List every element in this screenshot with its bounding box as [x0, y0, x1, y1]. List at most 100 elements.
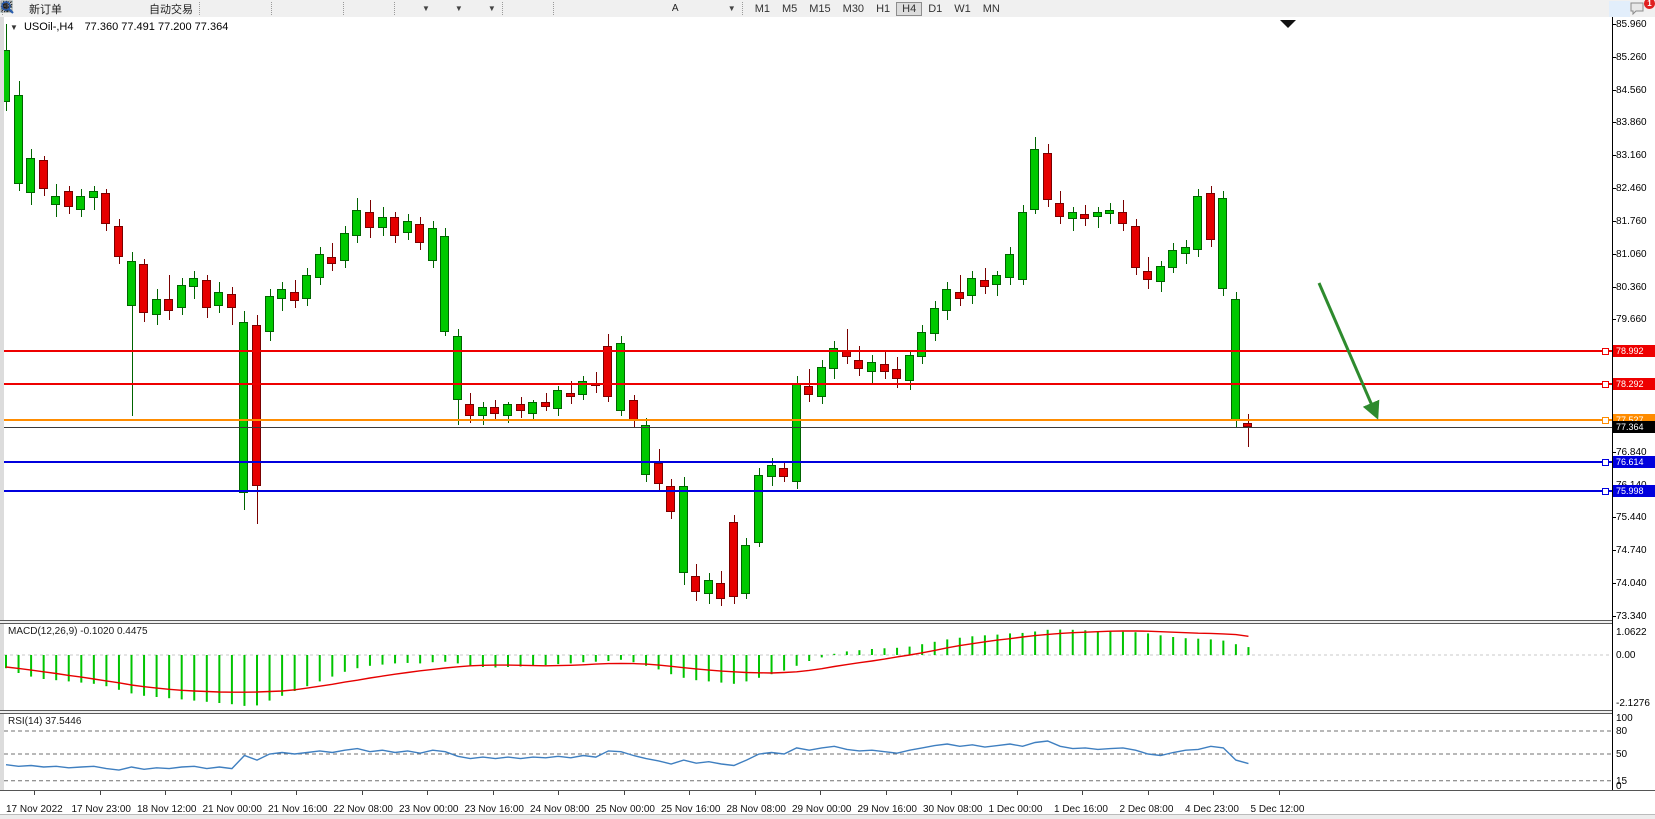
time-axis-label: 25 Nov 00:00 — [595, 804, 656, 815]
cursor-tool-button[interactable] — [3, 1, 530, 17]
collapse-ohlc-icon[interactable]: ▼ — [10, 23, 18, 32]
notification-badge: 1 — [1644, 0, 1655, 9]
zoom-out-icon — [1, 1, 316, 15]
time-tick-mark — [754, 791, 756, 795]
line-handle[interactable] — [1602, 380, 1609, 388]
macd-histogram-bar — [356, 655, 359, 669]
price-tick-mark — [1612, 155, 1616, 157]
timeframe-h4[interactable]: H4 — [896, 1, 923, 16]
label-tool[interactable]: T — [0, 0, 707, 17]
price-tick-mark — [1612, 220, 1616, 222]
time-tick-mark — [885, 791, 887, 795]
macd-histogram-bar — [143, 655, 146, 696]
bar-chart-button[interactable] — [2, 1, 227, 17]
candlestick-chart-icon — [2, 1, 244, 15]
text-tool[interactable]: A — [665, 1, 686, 17]
timeframe-m15[interactable]: M15 — [809, 2, 831, 15]
price-tick-label: 81.760 — [1616, 215, 1647, 227]
macd-histogram-bar — [833, 653, 836, 655]
time-tick-mark — [1278, 791, 1280, 795]
macd-histogram-bar — [569, 655, 572, 664]
price-chart-pane[interactable]: ▼ USOil-,H4 77.360 77.491 77.200 77.364 — [4, 17, 1612, 620]
macd-histogram-bar — [820, 655, 823, 658]
signal-button[interactable] — [1, 1, 129, 17]
macd-histogram-bar — [783, 655, 786, 671]
line-chart-button[interactable] — [0, 1, 269, 17]
toolbar-grip[interactable] — [343, 2, 348, 15]
crosshair-icon — [1, 1, 547, 15]
pane-separator[interactable] — [0, 620, 1655, 624]
toolbar-grip[interactable] — [271, 2, 276, 15]
macd-histogram-bar — [532, 655, 535, 666]
horizontal-line-object[interactable] — [4, 382, 1612, 385]
macd-histogram-bar — [306, 655, 309, 687]
line-handle[interactable] — [1602, 416, 1609, 424]
candlestick-chart-button[interactable] — [2, 1, 248, 17]
price-tick-label: 79.660 — [1616, 314, 1647, 326]
search-button[interactable] — [1, 0, 1630, 17]
toolbar-grip[interactable] — [552, 2, 558, 15]
macd-histogram-bar — [971, 636, 974, 655]
tile-windows-button[interactable] — [1, 1, 341, 17]
templates-button[interactable]: ▼ — [0, 0, 500, 17]
new-order-icon — [0, 0, 26, 15]
current-price-line[interactable] — [4, 426, 1612, 428]
timeframe-m30[interactable]: M30 — [842, 2, 865, 15]
line-handle[interactable] — [1602, 488, 1609, 496]
macd-histogram-bar — [218, 655, 221, 703]
line-handle[interactable] — [1602, 347, 1609, 355]
deposit-button[interactable] — [1, 0, 87, 17]
periods-button[interactable]: ▼ — [1, 1, 467, 17]
notifications-button[interactable]: 1 — [1630, 0, 1655, 17]
timeframe-m1[interactable]: M1 — [754, 2, 770, 15]
toolbar-grip[interactable] — [199, 2, 204, 15]
timeframe-mn[interactable]: MN — [982, 2, 1000, 15]
time-axis-label: 1 Dec 00:00 — [988, 804, 1043, 815]
toolbar-grip[interactable] — [394, 2, 399, 15]
crosshair-tool-button[interactable] — [1, 1, 551, 17]
arrows-tool[interactable]: ▼ — [1, 1, 740, 17]
vertical-line-tool[interactable] — [6, 1, 581, 17]
macd-histogram-bar — [808, 655, 811, 661]
timeframe-w1[interactable]: W1 — [954, 2, 971, 15]
toolbar-grip[interactable] — [741, 2, 747, 15]
horizontal-line-object[interactable] — [4, 349, 1612, 352]
chart-shift-marker-icon — [1280, 20, 1296, 28]
zoom-out-button[interactable] — [1, 1, 320, 17]
pane-separator[interactable] — [0, 710, 1655, 714]
timeframe-m5[interactable]: M5 — [781, 2, 798, 15]
add-indicator-button[interactable]: ▼ — [0, 0, 434, 17]
macd-histogram-bar — [318, 655, 321, 682]
channel-tool[interactable]: E — [0, 0, 644, 17]
timeframe-d1[interactable]: D1 — [928, 2, 943, 15]
time-tick-mark — [34, 791, 35, 795]
horizontal-line-tool[interactable] — [1, 1, 602, 17]
horizontal-line-object[interactable] — [4, 418, 1612, 421]
label-tool-icon: T — [0, 0, 703, 15]
macd-pane[interactable]: MACD(12,26,9) -0.1020 0.4475 — [4, 624, 1612, 710]
caret-down-icon: ▼ — [487, 4, 496, 13]
line-handle[interactable] — [1602, 459, 1609, 467]
price-axis[interactable] — [1612, 17, 1655, 790]
macd-histogram-bar — [1147, 633, 1150, 655]
toolbar-grip[interactable] — [501, 2, 507, 15]
macd-label: MACD(12,26,9) -0.1020 0.4475 — [8, 626, 148, 637]
price-tick-label: 82.460 — [1616, 183, 1647, 195]
fibonacci-tool[interactable]: F — [1, 1, 665, 17]
chart-ohlc-quote: 77.360 77.491 77.200 77.364 — [84, 21, 229, 33]
chart-shift-button[interactable] — [2, 1, 392, 17]
zoom-in-button[interactable] — [1, 1, 299, 17]
chart-symbol-period: USOil-,H4 — [23, 21, 74, 33]
new-order-button[interactable]: 新订单 — [0, 0, 66, 17]
rsi-pane[interactable]: RSI(14) 37.5446 — [4, 714, 1612, 790]
horizontal-line-object[interactable] — [4, 461, 1612, 464]
price-tick-mark — [1612, 56, 1616, 58]
timeframe-h1[interactable]: H1 — [876, 2, 891, 15]
auto-trading-button[interactable]: 自动交易 — [0, 0, 197, 17]
horizontal-line-object[interactable] — [4, 490, 1612, 493]
auto-scroll-button[interactable] — [2, 1, 371, 17]
line-price-label: 76.614 — [1613, 456, 1655, 469]
trendline-tool[interactable] — [1, 1, 623, 17]
arrow-annotation[interactable] — [4, 17, 1612, 620]
profile-button[interactable] — [0, 1, 108, 17]
